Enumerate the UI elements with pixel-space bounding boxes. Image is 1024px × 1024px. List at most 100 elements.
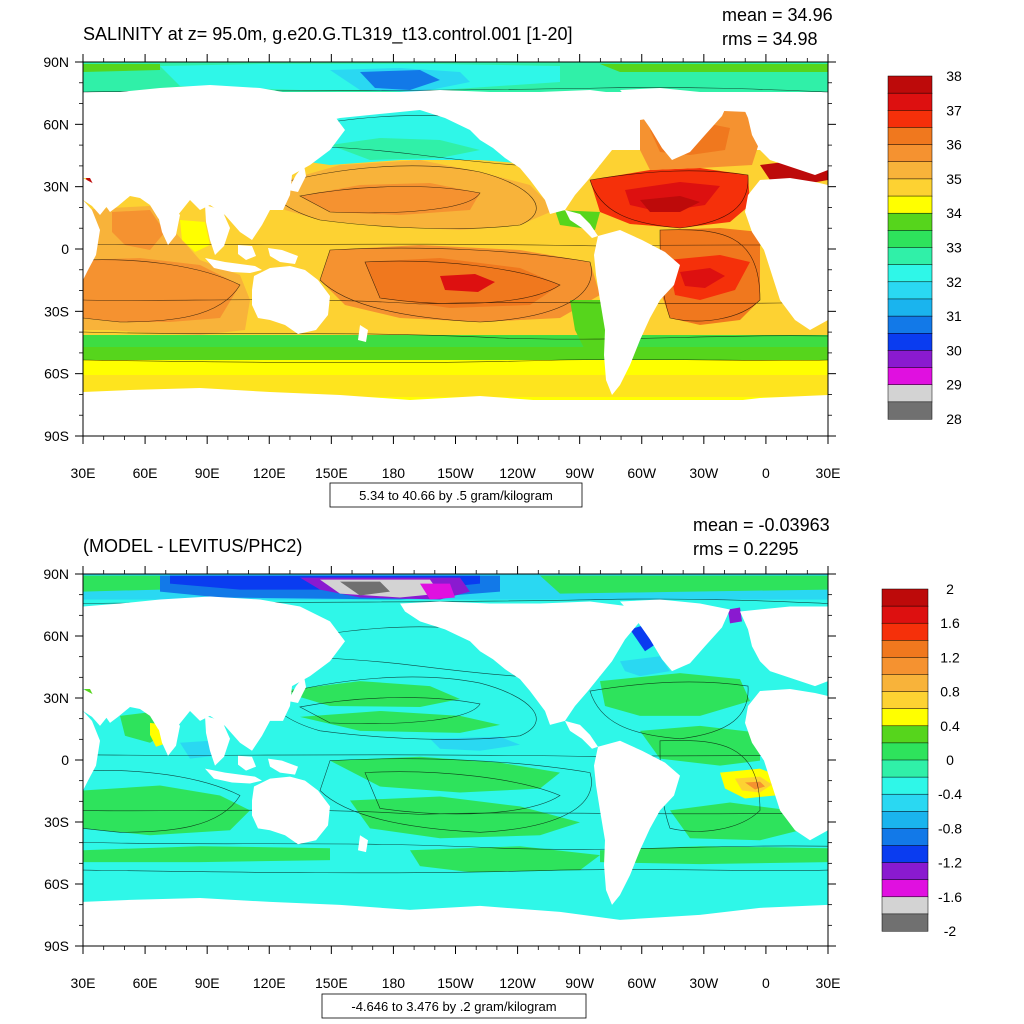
panel1-colorbar-label: 36: [946, 137, 962, 153]
panel1-lon-label: 120E: [253, 465, 286, 481]
panel2-colorbar-box: [881, 879, 929, 898]
panel2-axes: [75, 566, 836, 954]
panel1-colorbar-box: [887, 195, 933, 214]
panel2-colorbar-box: [881, 776, 929, 795]
panel2-colorbar-box: [881, 588, 929, 607]
panel2-map: [83, 573, 828, 946]
panel2-colorbar-box: [881, 862, 929, 881]
panel2-lon-label: 60W: [627, 975, 657, 991]
panel1-colorbar-box: [887, 178, 933, 197]
panel1-colorbar-label: 33: [946, 240, 962, 256]
panel1-lat-label: 30S: [44, 303, 69, 319]
panel2-lat-label: 90N: [43, 566, 69, 582]
panel1-colorbar-box: [887, 110, 933, 129]
panel1-colorbar-box: [887, 264, 933, 283]
panel1-colorbar-box: [887, 298, 933, 317]
panel1-colorbar-label: 32: [946, 274, 962, 290]
panel1-colorbar-label: 31: [946, 308, 962, 324]
panel2-lon-label: 60E: [133, 975, 158, 991]
panel1-lat-label: 60S: [44, 366, 69, 382]
panel1-axes: [75, 54, 836, 444]
panel2-colorbar-box: [881, 674, 929, 693]
panel2-rms: rms = 0.2295: [693, 539, 799, 559]
panel2-colorbar-label: 0: [946, 752, 954, 768]
panel1-colorbar-label: 30: [946, 342, 962, 358]
panel2-lon-label: 30E: [71, 975, 96, 991]
panel2-lat-label: 30N: [43, 690, 69, 706]
panel1-colorbar-box: [887, 247, 933, 266]
panel2-colorbar-label: 0.8: [940, 684, 960, 700]
panel2-colorbar-label: 2: [946, 581, 954, 597]
panel1-lon-label: 90W: [565, 465, 595, 481]
panel1-colorbar-box: [887, 75, 933, 94]
panel2-colorbar-label: 0.4: [940, 718, 960, 734]
panel1-lon-label: 0: [762, 465, 770, 481]
panel2-lat-label: 60N: [43, 628, 69, 644]
panel2-colorbar-label: -2: [944, 923, 957, 939]
panel1-lat-label: 90S: [44, 428, 69, 444]
panel2-colorbar-label: -0.8: [938, 820, 962, 836]
panel2-colorbar-box: [881, 742, 929, 761]
panel1-colorbar-label: 38: [946, 68, 962, 84]
panel2-colorbar-box: [881, 708, 929, 727]
panel1-title: SALINITY at z= 95.0m, g.e20.G.TL319_t13.…: [83, 24, 572, 45]
panel1-colorbar-box: [887, 144, 933, 163]
panel2-colorbar-label: -1.2: [938, 855, 962, 871]
panel1-contour-info-box: [329, 482, 583, 508]
panel2-colorbar-box: [881, 845, 929, 864]
panel-difference: (MODEL - LEVITUS/PHC2) mean = -0.03963 r…: [43, 515, 962, 1019]
panel2-colorbar-box: [881, 640, 929, 658]
panel2-colorbar-box: [881, 725, 929, 744]
panel2-lon-labels: 30E 60E 90E 120E 150E 180 150W 120W 90W 60W 30W 0 30…: [71, 975, 841, 991]
panel1-lat-label: 90N: [43, 54, 69, 70]
panel2-lat-label: 0: [61, 752, 69, 768]
panel2-lat-labels: 90N 60N 30N 0 30S 60S 90S: [43, 566, 69, 954]
panel2-colorbar-label: -0.4: [938, 786, 962, 802]
panel1-colorbar-label: 29: [946, 377, 962, 393]
panel2-colorbar-box: [881, 622, 929, 641]
panel2-lon-label: 90E: [195, 975, 220, 991]
panel2-colorbar: 2 1.6 1.2 0.8 0.4 0 -0.4 -0.8 -1.2 -1.6 -2: [881, 581, 962, 939]
panel1-colorbar-box: [887, 384, 933, 403]
panel2-colorbar-label: 1.2: [940, 649, 960, 665]
panel1-lon-label: 30W: [689, 465, 719, 481]
panel1-mean: mean = 34.96: [722, 5, 833, 25]
panel1-colorbar-box: [887, 367, 933, 386]
panel2-contour-info: -4.646 to 3.476 by .2 gram/kilogram: [351, 999, 556, 1014]
panel-salinity: SALINITY at z= 95.0m, g.e20.G.TL319_t13.…: [43, 5, 962, 508]
panel2-lat-label: 30S: [44, 814, 69, 830]
panel1-lon-label: 180: [382, 465, 406, 481]
panel1-colorbar-box: [887, 333, 933, 351]
panel2-colorbar-label: 1.6: [940, 615, 960, 631]
panel2-colorbar-box: [881, 691, 929, 710]
panel1-map: [83, 62, 828, 436]
panel1-colorbar-box: [887, 127, 933, 146]
panel2-colorbar-box: [881, 657, 929, 676]
panel2-colorbar-box: [881, 896, 929, 915]
panel2-lon-label: 30W: [689, 975, 719, 991]
panel2-colorbar-label: -1.6: [938, 889, 962, 905]
panel2-lon-label: 180: [382, 975, 406, 991]
panel2-lon-label: 150E: [315, 975, 348, 991]
panel2-mean: mean = -0.03963: [693, 515, 830, 535]
panel1-lon-label: 150E: [315, 465, 348, 481]
panel1-lon-labels: 30E 60E 90E 120E 150E 180 150W 120W 90W 60W 30W 0 30…: [71, 465, 841, 481]
panel2-lon-label: 90W: [565, 975, 595, 991]
panel2-colorbar-box: [881, 811, 929, 829]
panel2-lon-label: 120E: [253, 975, 286, 991]
panel1-colorbar-box: [887, 92, 933, 111]
panel1-lon-label: 60W: [627, 465, 657, 481]
panel1-colorbar-label: 28: [946, 411, 962, 427]
panel1-colorbar-label: 37: [946, 102, 962, 118]
panel2-title: (MODEL - LEVITUS/PHC2): [83, 536, 302, 556]
panel1-lon-label: 90E: [195, 465, 220, 481]
panel1-colorbar-box: [887, 161, 933, 180]
panel2-colorbar-box: [881, 605, 929, 624]
panel1-lat-label: 30N: [43, 179, 69, 195]
panel1-lon-label: 30E: [816, 465, 841, 481]
panel1-lon-label: 60E: [133, 465, 158, 481]
panel1-lon-label: 120W: [499, 465, 536, 481]
panel1-colorbar-box: [887, 315, 933, 334]
panel1-rms: rms = 34.98: [722, 29, 818, 49]
panel1-contour-info: 5.34 to 40.66 by .5 gram/kilogram: [359, 488, 553, 503]
